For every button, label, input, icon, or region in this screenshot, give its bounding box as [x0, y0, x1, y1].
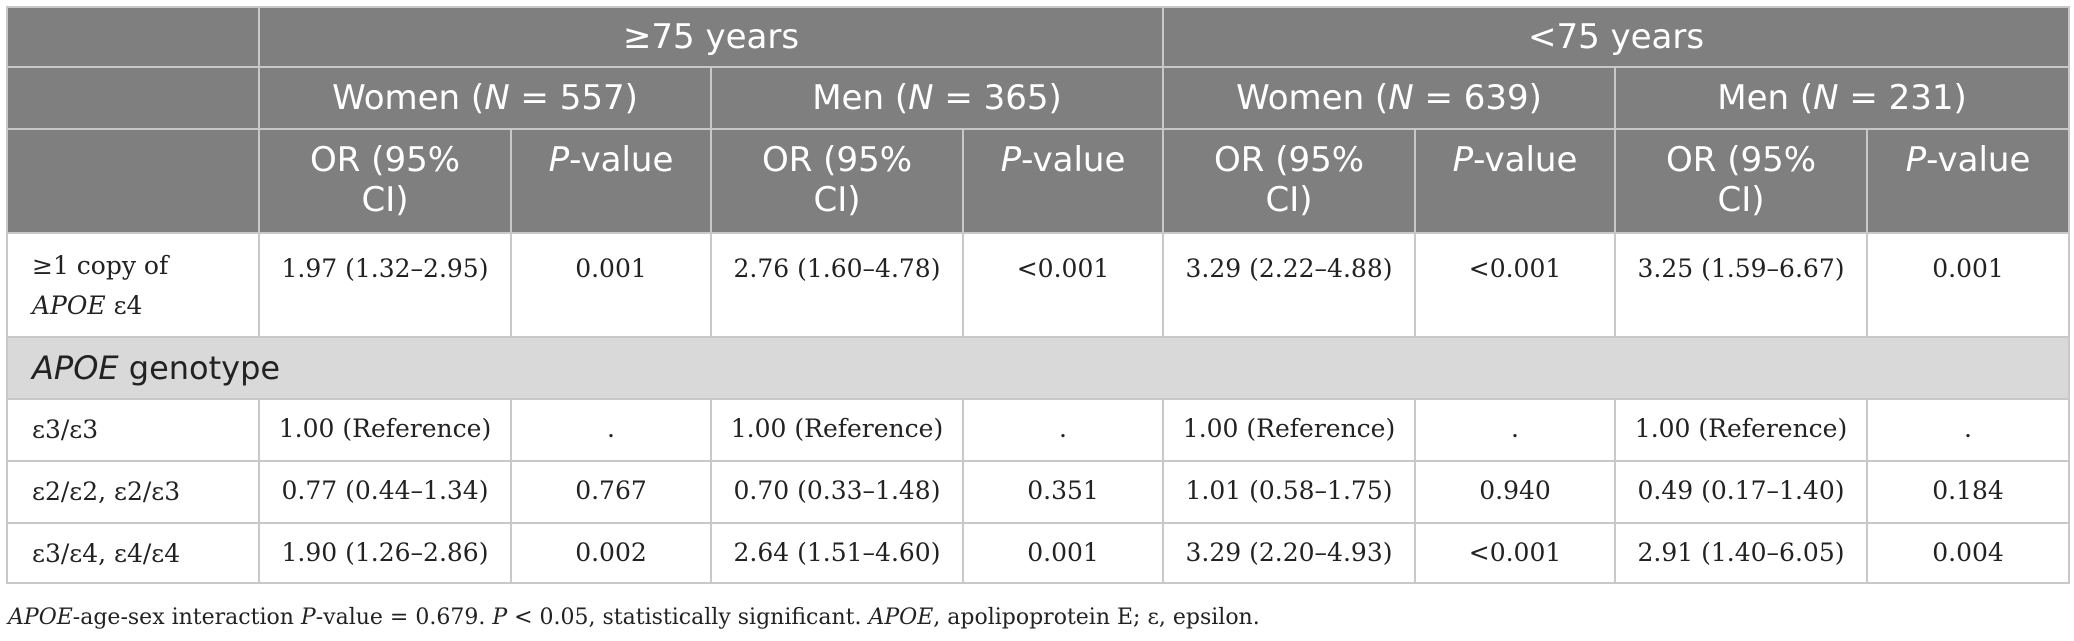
table-cell: 0.77 (0.44–1.34) [258, 460, 512, 524]
table-cell: <0.001 [961, 232, 1165, 338]
table-cell: <0.001 [1414, 522, 1617, 584]
table-cell: 1.00 (Reference) [1162, 398, 1417, 462]
table-cell: . [1866, 398, 2071, 462]
section-heading: APOE genotype [5, 336, 2071, 400]
table-row-e4: ε3/ε4, ε4/ε4 1.90 (1.26–2.86) 0.002 2.64… [6, 522, 2071, 584]
table-cell: 0.184 [1866, 460, 2071, 524]
table-cell: 1.90 (1.26–2.86) [258, 522, 512, 584]
or-header: OR (95% CI) [258, 128, 512, 234]
age-group-75-plus: ≥75 years [257, 6, 1165, 68]
table-cell: 0.001 [510, 232, 712, 338]
table-cell: 1.97 (1.32–2.95) [258, 232, 512, 338]
table-footnote: APOE-age-sex interaction P-value = 0.679… [8, 605, 1260, 630]
table-cell: 3.29 (2.22–4.88) [1162, 232, 1417, 338]
row-label: ε3/ε3 [6, 398, 260, 462]
table-cell: 0.001 [961, 522, 1165, 584]
table-cell: 2.76 (1.60–4.78) [710, 232, 964, 338]
or-header: OR (95% CI) [1614, 128, 1869, 234]
header-row-age: ≥75 years <75 years [6, 6, 2071, 68]
row-label: ε2/ε2, ε2/ε3 [6, 460, 260, 524]
header-row-stats: OR (95% CI) P-value OR (95% CI) P-value OR… [6, 128, 2071, 234]
age-group-75-plus-label: ≥75 years [622, 17, 800, 57]
p-value-header: P-value [1866, 128, 2071, 234]
table-cell: 1.00 (Reference) [710, 398, 964, 462]
table-cell: <0.001 [1414, 232, 1617, 338]
table-cell: 1.00 (Reference) [258, 398, 512, 462]
corner-cell [6, 66, 260, 130]
table-cell: 0.351 [961, 460, 1165, 524]
table-cell: 3.29 (2.20–4.93) [1162, 522, 1417, 584]
table-row-e2: ε2/ε2, ε2/ε3 0.77 (0.44–1.34) 0.767 0.70… [6, 460, 2071, 524]
table-cell: . [961, 398, 1165, 462]
corner-cell [6, 6, 260, 68]
results-table: ≥75 years <75 years Women (N = 557) Men … [5, 6, 2071, 584]
table-cell: 0.940 [1414, 460, 1617, 524]
women-older-header: Women (N = 557) [258, 66, 712, 130]
row-label: ε3/ε4, ε4/ε4 [6, 522, 260, 584]
table-row-e3e3: ε3/ε3 1.00 (Reference) . 1.00 (Reference… [6, 398, 2071, 462]
men-younger-header: Men (N = 231) [1614, 66, 2071, 130]
table-cell: 1.00 (Reference) [1614, 398, 1869, 462]
women-younger-header: Women (N = 639) [1162, 66, 1617, 130]
table-cell: 0.004 [1866, 522, 2071, 584]
table-cell: 2.91 (1.40–6.05) [1614, 522, 1869, 584]
p-value-header: P-value [510, 128, 712, 234]
table-cell: 1.01 (0.58–1.75) [1162, 460, 1417, 524]
men-older-header: Men (N = 365) [709, 66, 1165, 130]
table-cell: 0.70 (0.33–1.48) [710, 460, 964, 524]
section-row-apoe-genotype: APOE genotype [5, 336, 2071, 400]
or-header: OR (95% CI) [710, 128, 964, 234]
or-header: OR (95% CI) [1162, 128, 1417, 234]
table-cell: . [510, 398, 712, 462]
table-cell: 0.49 (0.17–1.40) [1614, 460, 1869, 524]
table-cell: 3.25 (1.59–6.67) [1614, 232, 1869, 338]
table-row-apoe4-copy: ≥1 copy of APOE ε4 1.97 (1.32–2.95) 0.001… [6, 232, 2071, 338]
table-cell: 0.767 [510, 460, 712, 524]
table-cell: . [1414, 398, 1617, 462]
age-group-under-75-label: <75 years [1527, 17, 1705, 57]
p-value-header: P-value [1414, 128, 1617, 234]
header-row-sex: Women (N = 557) Men (N = 365) Women (N =… [6, 66, 2071, 130]
table-cell: 2.64 (1.51–4.60) [710, 522, 964, 584]
corner-cell [6, 128, 260, 234]
p-value-header: P-value [961, 128, 1165, 234]
table-cell: 0.002 [510, 522, 712, 584]
row-label: ≥1 copy of APOE ε4 [6, 232, 260, 338]
table-cell: 0.001 [1866, 232, 2071, 338]
age-group-under-75: <75 years [1162, 6, 2071, 68]
